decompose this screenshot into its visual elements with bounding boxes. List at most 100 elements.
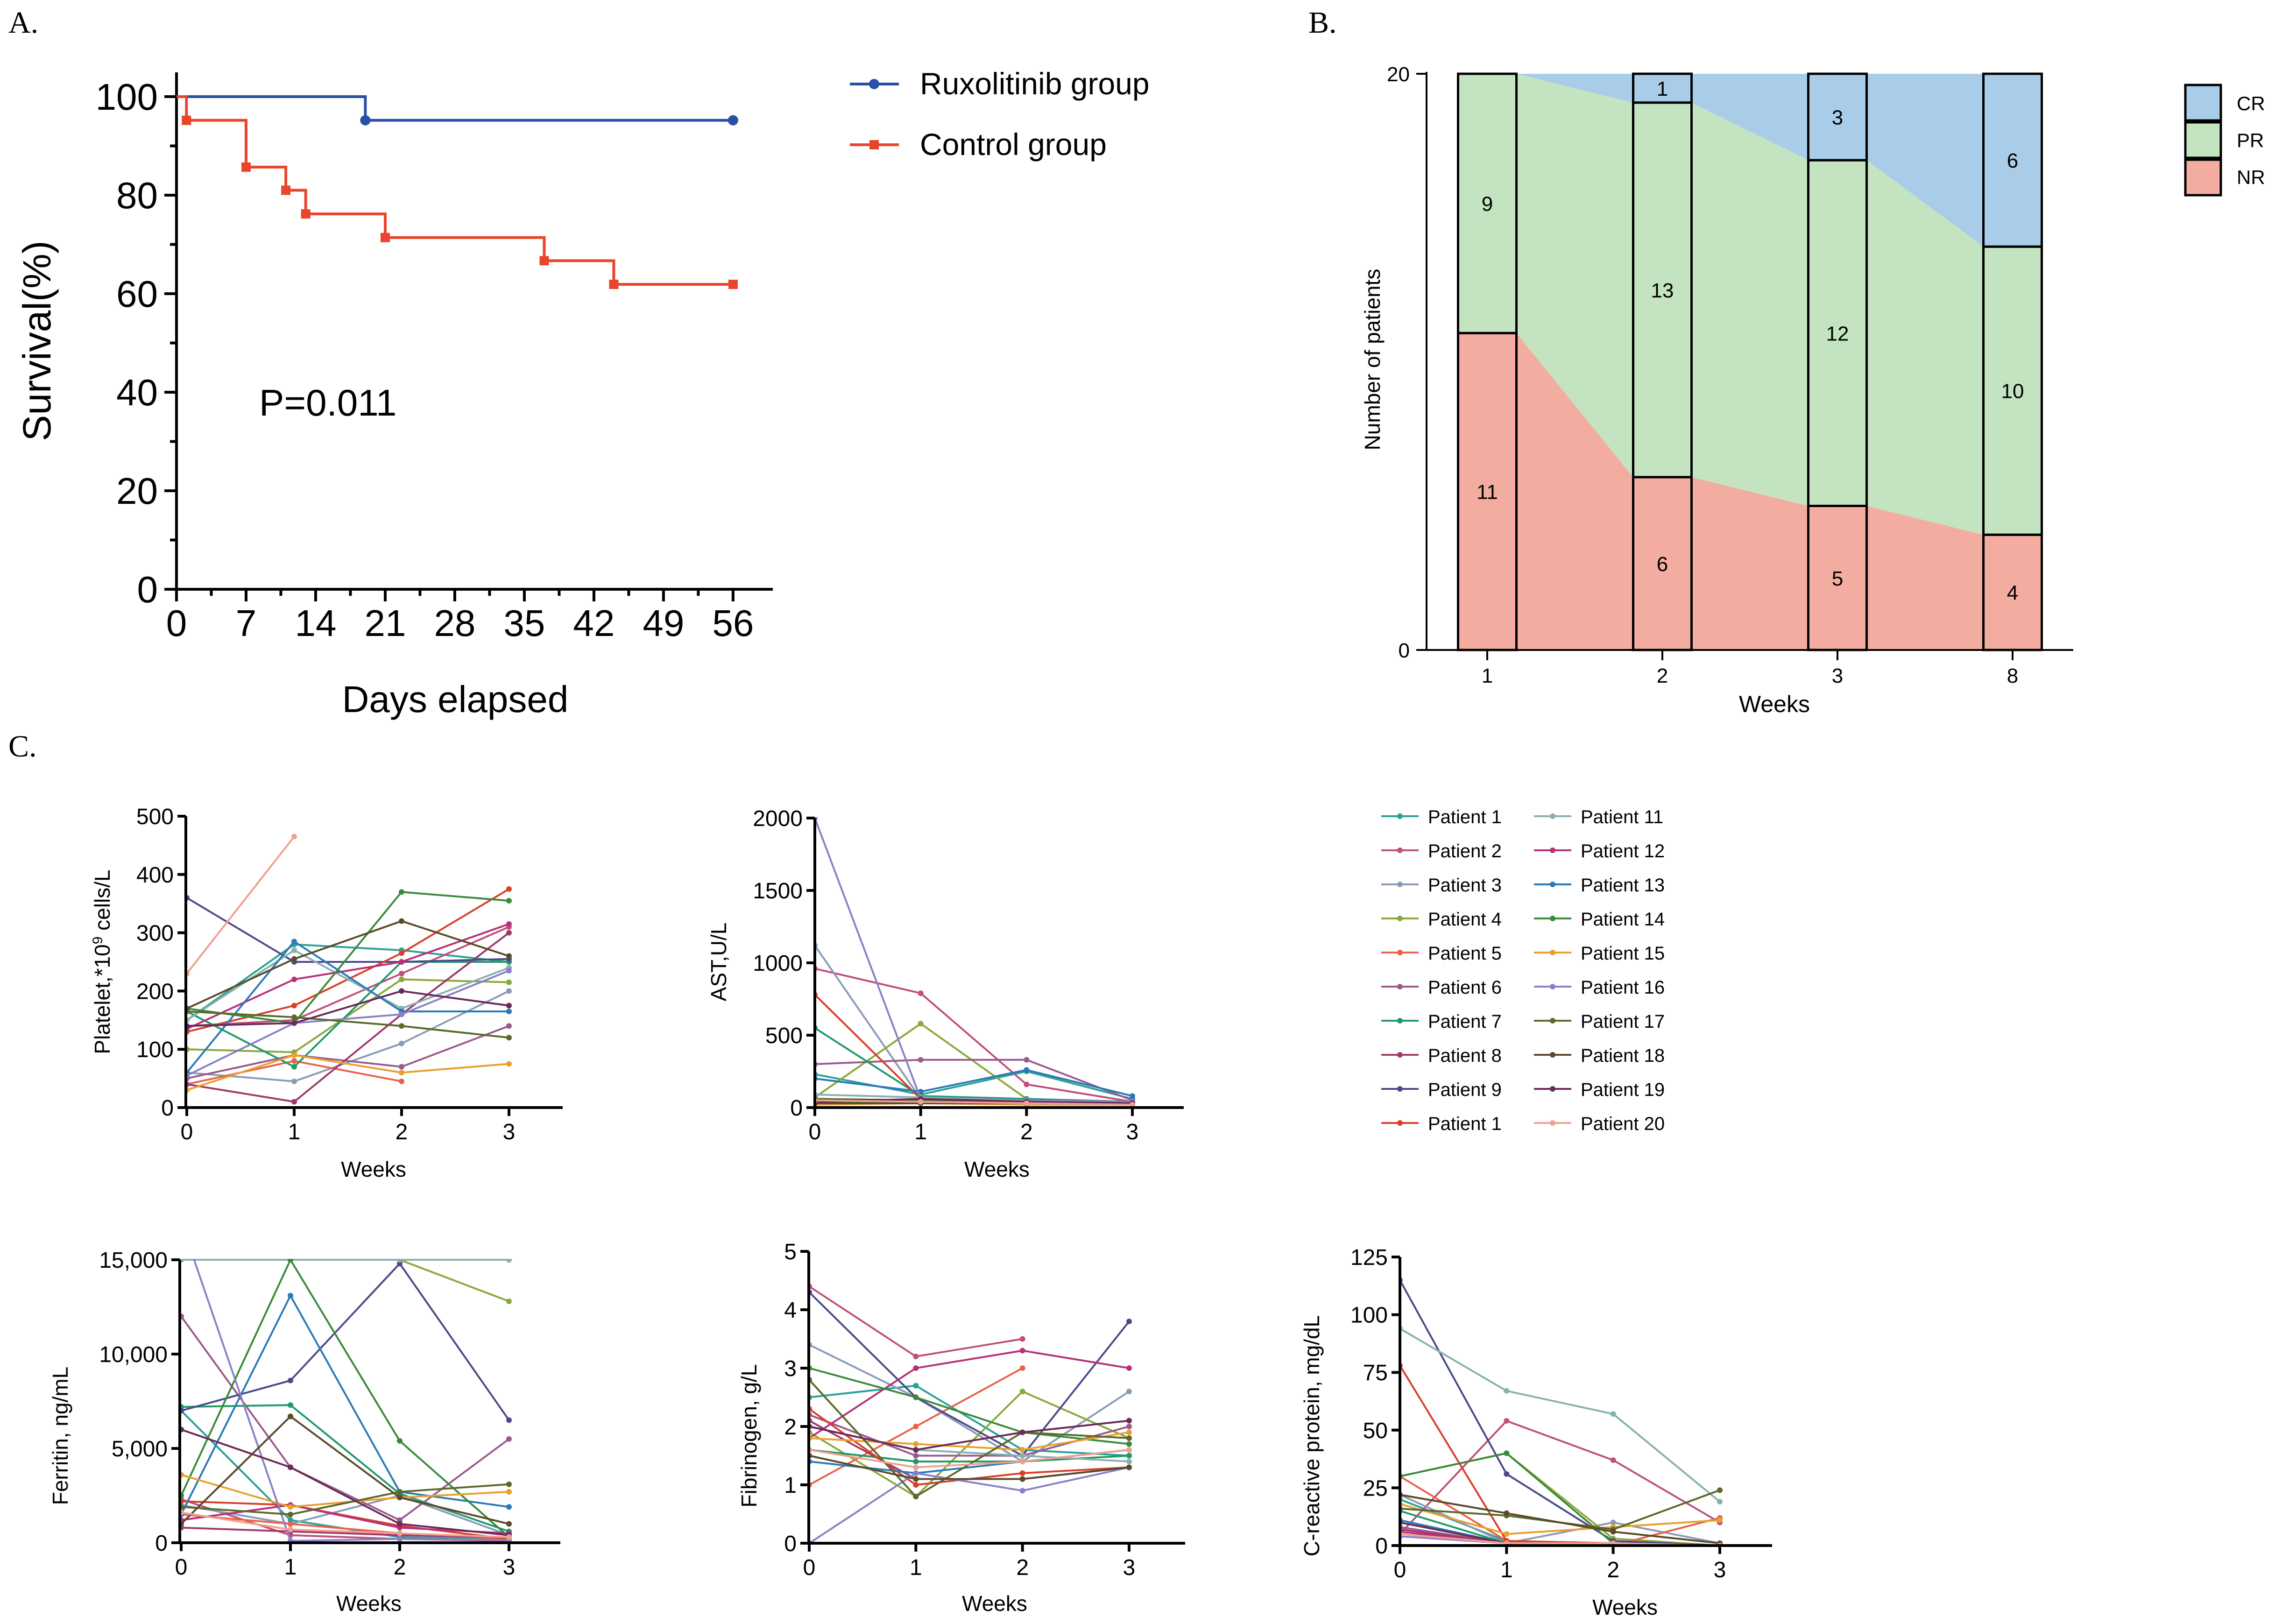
- flow-nr: [1691, 477, 1809, 650]
- response-xtick-label: 2: [1657, 664, 1668, 687]
- fibrinogen-point: [1126, 1453, 1132, 1459]
- crp-xtick-label: 1: [1500, 1558, 1513, 1582]
- bar-value-label-nr: 11: [1477, 481, 1498, 504]
- ferritin-point: [397, 1259, 403, 1263]
- flow-nr: [1516, 333, 1633, 650]
- bar-segment-nr: [1807, 505, 1868, 651]
- crp-ytick-label: 125: [1350, 1245, 1388, 1270]
- ferritin-point: [506, 1298, 512, 1304]
- platelet-point: [399, 1078, 404, 1084]
- platelet-point: [291, 976, 297, 982]
- fibrinogen-point: [913, 1464, 919, 1470]
- ast-series-line: [815, 1099, 1133, 1106]
- patient-legend-marker: [1550, 916, 1555, 921]
- platelet-point: [399, 918, 404, 924]
- fibrinogen-series-line: [809, 1292, 1130, 1457]
- patient-legend-label: Patient 19: [1581, 1080, 1665, 1100]
- ferritin-series-line: [181, 1262, 510, 1421]
- platelet-point: [506, 1035, 512, 1041]
- fibrinogen-point: [1019, 1365, 1025, 1371]
- ast-point: [918, 990, 924, 996]
- survival-ylabel: Survival(%): [15, 240, 59, 441]
- platelet-series-line: [186, 969, 509, 1077]
- control-censor-marker: [241, 162, 251, 172]
- platelet-ytick-label: 300: [136, 921, 174, 946]
- patient-legend-label: Patient 17: [1581, 1011, 1665, 1032]
- crp-point: [1504, 1471, 1510, 1477]
- fibrinogen-series-line: [809, 1384, 1130, 1457]
- crp-point: [1504, 1388, 1510, 1394]
- fibrinogen-series-line: [809, 1419, 1130, 1451]
- bar-value-label-pr: 10: [2001, 380, 2024, 403]
- fibrinogen-point: [1126, 1389, 1132, 1394]
- platelet-point: [506, 988, 512, 994]
- platelet-point: [291, 1078, 297, 1084]
- ast-point: [1024, 1081, 1030, 1087]
- fibrinogen-series-line: [809, 1390, 1130, 1498]
- fibrinogen-point: [1126, 1319, 1132, 1324]
- bar-segment-pr: [1457, 72, 1518, 334]
- platelet-point: [399, 970, 404, 976]
- platelet-chart: Platelet,*109 cells/L Weeks 0 100 200 300 40…: [90, 805, 563, 1181]
- ferritin-point: [288, 1377, 293, 1384]
- control-censor-marker: [609, 279, 619, 289]
- crp-series-line: [1400, 1503, 1720, 1535]
- crp-point: [1610, 1529, 1616, 1535]
- fibrinogen-point: [1019, 1447, 1025, 1453]
- platelet-point: [506, 1061, 512, 1067]
- patient-legend-label: Patient 2: [1428, 841, 1502, 861]
- bar-value-label-cr: 1: [1657, 78, 1668, 100]
- fibrinogen-point: [913, 1482, 919, 1488]
- legend-label-pr: PR: [2237, 129, 2264, 151]
- ferritin-xtick-label: 0: [175, 1555, 188, 1580]
- ferritin-series-line: [180, 1316, 510, 1521]
- crp-point: [1504, 1531, 1510, 1537]
- survival-xtick-label: 7: [236, 602, 257, 644]
- patient-legend-label: Patient 4: [1428, 909, 1502, 930]
- ferritin-point: [506, 1259, 512, 1263]
- platelet-point: [399, 1040, 404, 1046]
- crp-point: [1717, 1517, 1723, 1523]
- response-xtick-label: 3: [1832, 664, 1843, 687]
- survival-xlabel: Days elapsed: [342, 678, 569, 720]
- patient-legend-label: Patient 9: [1428, 1080, 1502, 1100]
- p-value-annotation: P=0.011: [259, 382, 396, 424]
- survival-xtick-label: 21: [364, 602, 406, 644]
- legend-swatch-nr: [2184, 158, 2222, 197]
- ferritin-xlabel: Weeks: [336, 1591, 402, 1616]
- ast-point: [918, 1021, 924, 1027]
- ast-xtick-label: 3: [1126, 1120, 1139, 1144]
- ferritin-chart: Ferritin, ng/mL Weeks 0 5,000 10,000 15,000…: [48, 1219, 560, 1616]
- flow-pr: [1691, 102, 1809, 506]
- ast-series-line: [815, 967, 1133, 1103]
- crp-xtick-label: 3: [1714, 1558, 1726, 1582]
- ferritin-series-line: [180, 1293, 509, 1515]
- fibrinogen-series-line: [809, 1285, 1023, 1358]
- response-ytick-label: 0: [1399, 639, 1410, 662]
- crp-series-line: [1400, 1279, 1720, 1546]
- control-censor-marker: [539, 256, 549, 266]
- ast-xtick-label: 1: [914, 1120, 927, 1144]
- fibrinogen-point: [1126, 1418, 1132, 1424]
- patient-legend-label: Patient 14: [1581, 909, 1665, 930]
- platelet-point: [399, 950, 404, 956]
- ast-point: [1024, 1057, 1030, 1063]
- ferritin-ytick-label: 5,000: [112, 1437, 168, 1462]
- legend-label-ruxolitinib: Ruxolitinib group: [920, 66, 1150, 101]
- platelet-ytick-label: 500: [136, 805, 174, 829]
- fibrinogen-ytick-label: 1: [784, 1473, 797, 1498]
- survival-ytick-label: 80: [116, 175, 158, 216]
- fibrinogen-series-group: [809, 1284, 1132, 1544]
- ferritin-point: [506, 1417, 512, 1423]
- platelet-series-line: [186, 932, 510, 1103]
- platelet-series-line: [186, 836, 295, 974]
- crp-point: [1610, 1411, 1616, 1417]
- crp-point: [1610, 1457, 1616, 1463]
- ferritin-point: [397, 1536, 403, 1542]
- fibrinogen-series-line: [809, 1431, 1130, 1451]
- flow-cr: [1516, 74, 1633, 103]
- platelet-point: [399, 988, 404, 994]
- legend-marker-ruxolitinib: [869, 79, 879, 89]
- ferritin-point: [178, 1219, 184, 1225]
- patient-legend-marker: [1550, 950, 1555, 955]
